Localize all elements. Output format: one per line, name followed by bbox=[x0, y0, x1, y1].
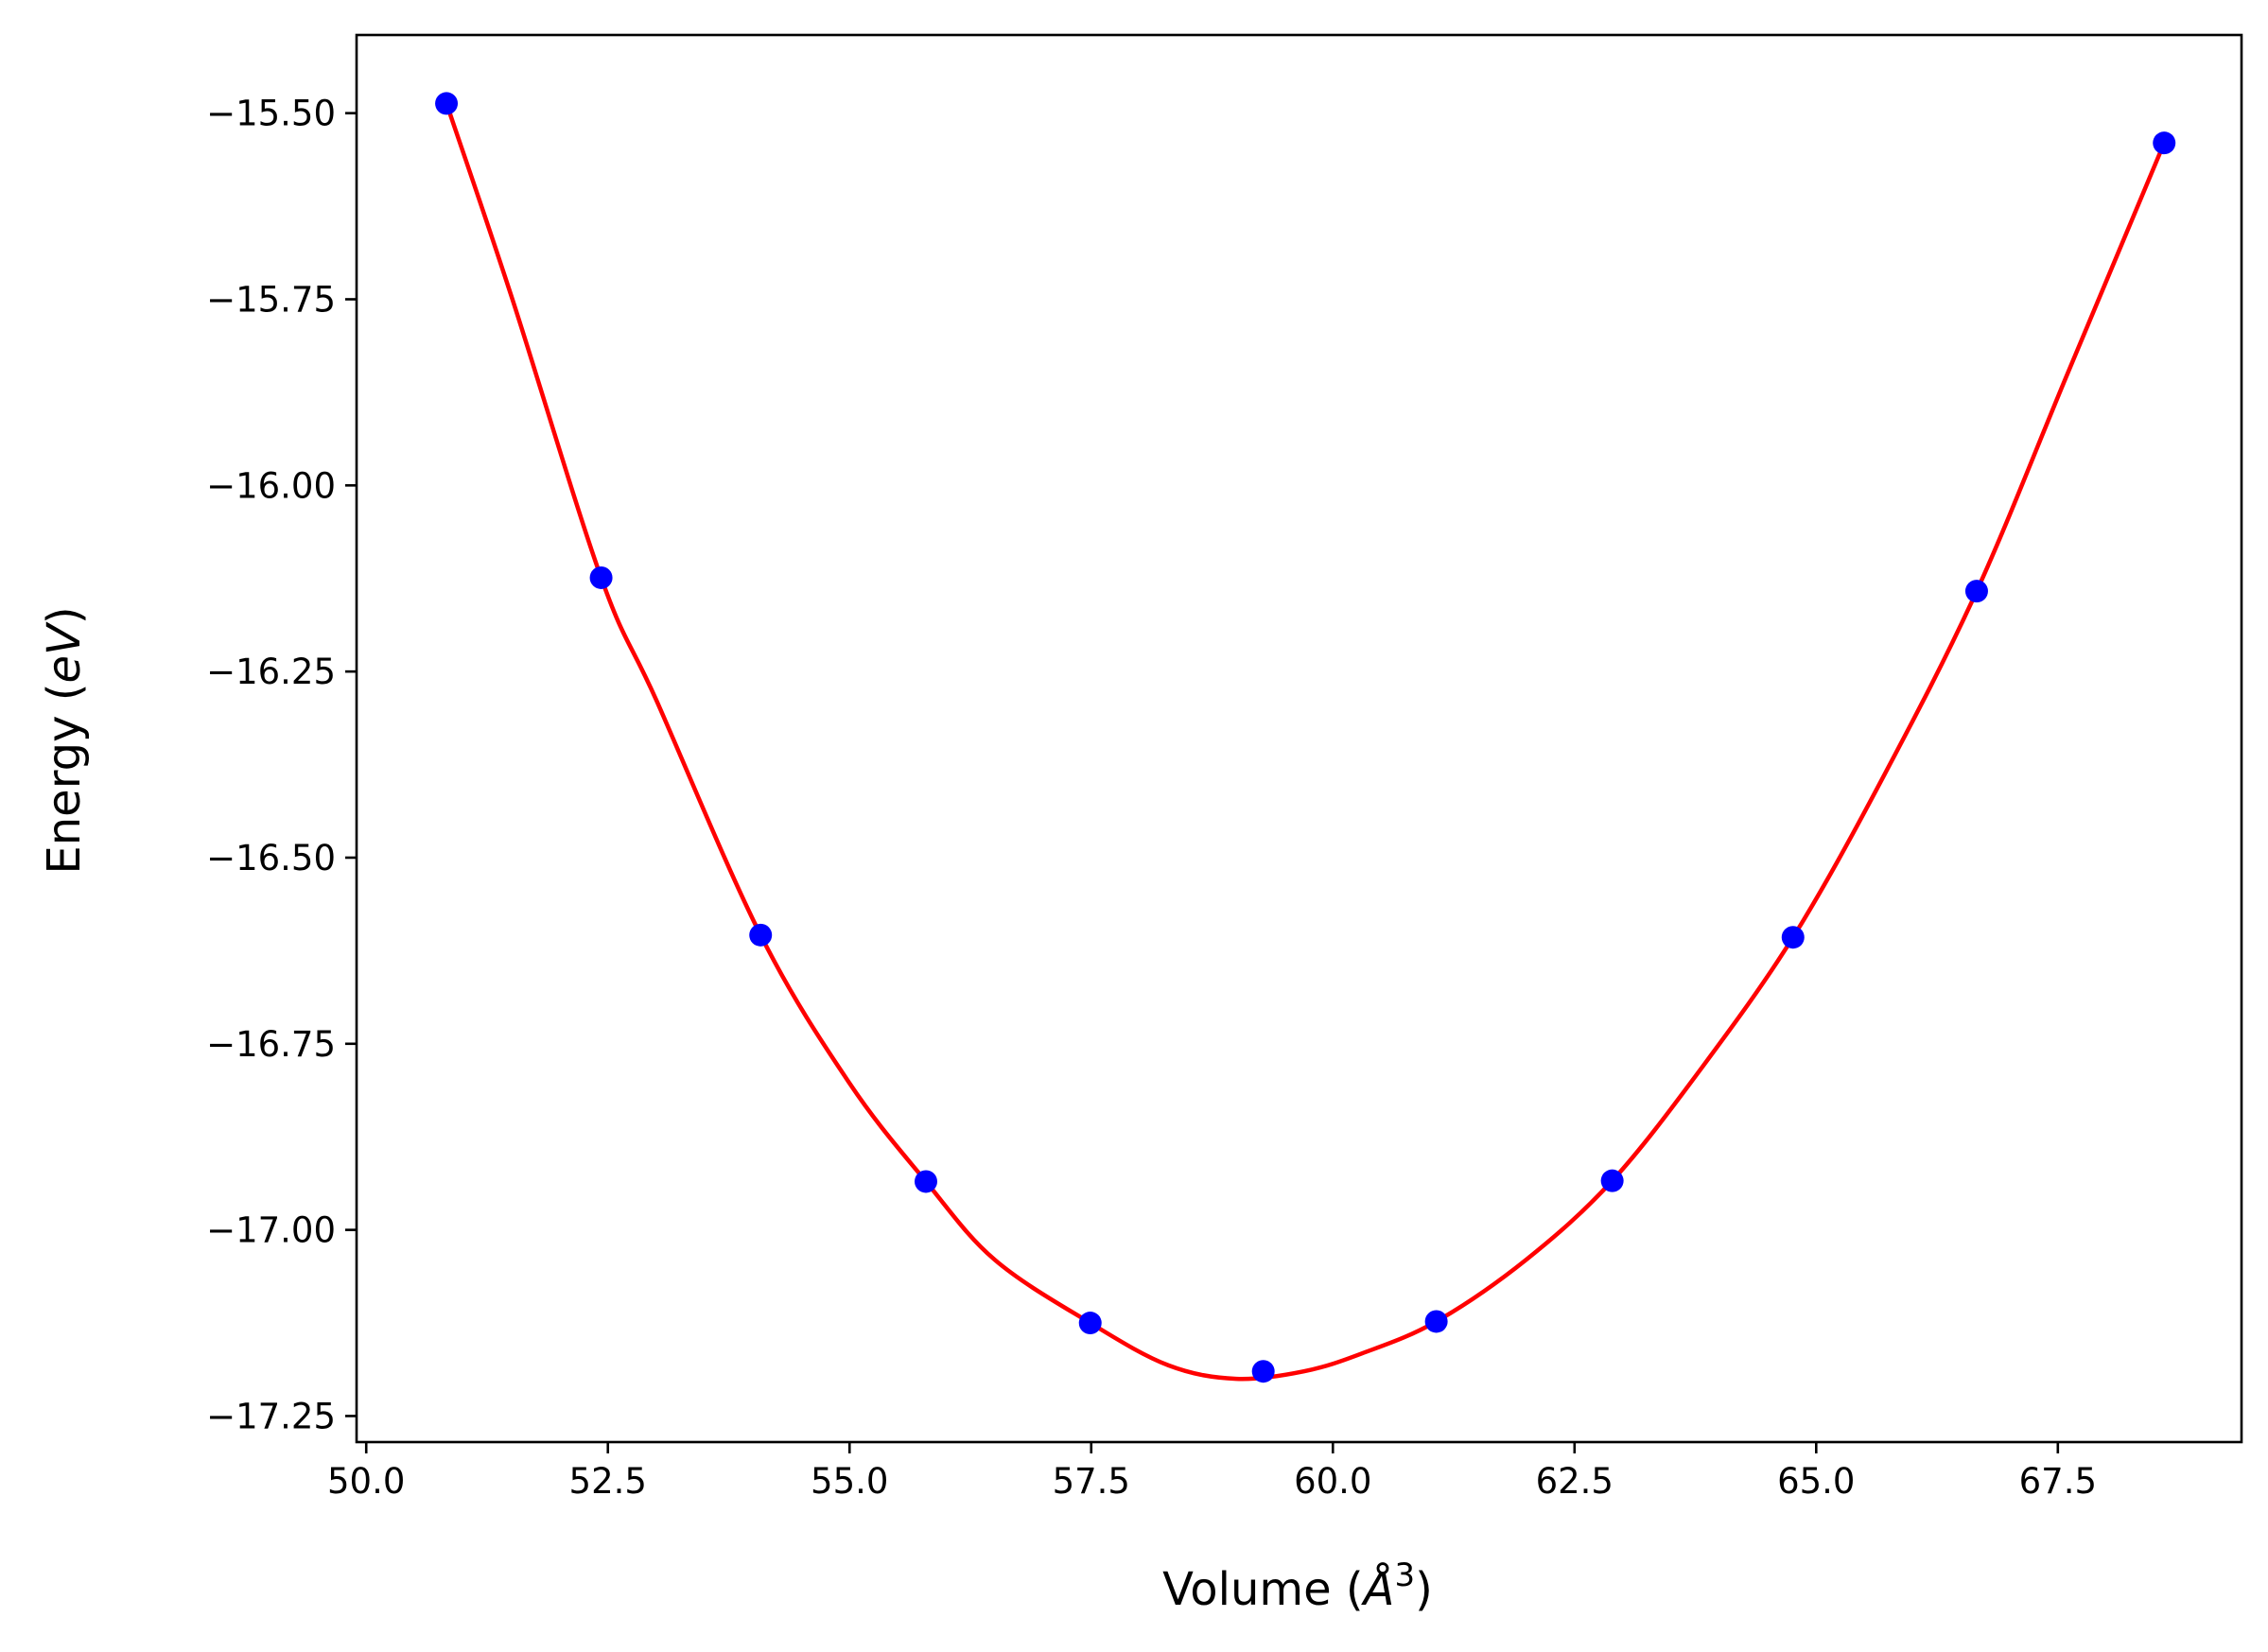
y-tick-label: −17.00 bbox=[206, 1210, 336, 1251]
data-point bbox=[435, 92, 459, 115]
fit-curve-line bbox=[444, 102, 2167, 1382]
y-tick-label: −15.50 bbox=[206, 94, 336, 134]
y-tick-label: −16.75 bbox=[206, 1024, 336, 1065]
y-tick-label: −15.75 bbox=[206, 279, 336, 320]
x-tick-label: 52.5 bbox=[569, 1461, 647, 1502]
x-tick-label: 67.5 bbox=[2019, 1461, 2097, 1502]
y-axis-label: Energy (eV) bbox=[38, 606, 91, 874]
data-point bbox=[1964, 580, 1988, 603]
data-point bbox=[589, 565, 613, 589]
data-point bbox=[1078, 1312, 1102, 1335]
y-tick-label: −16.25 bbox=[206, 652, 336, 692]
data-point bbox=[2153, 131, 2176, 155]
x-tick-label: 65.0 bbox=[1777, 1461, 1855, 1502]
y-tick-label: −16.00 bbox=[206, 465, 336, 506]
x-axis-ticks: 50.0 52.5 55.0 57.5 60.0 62.5 65.0 67.5 bbox=[327, 1442, 2097, 1502]
data-point bbox=[914, 1170, 937, 1193]
x-axis-label: Volume (Å3) bbox=[1162, 1556, 1433, 1616]
x-tick-label: 57.5 bbox=[1053, 1461, 1130, 1502]
data-point bbox=[1424, 1310, 1448, 1333]
x-tick-label: 55.0 bbox=[811, 1461, 888, 1502]
y-tick-label: −17.25 bbox=[206, 1396, 336, 1436]
y-tick-label: −16.50 bbox=[206, 838, 336, 878]
plot-marks bbox=[435, 92, 2176, 1383]
y-axis-ticks: −15.50 −15.75 −16.00 −16.25 −16.50 −16.75 −17.… bbox=[206, 94, 357, 1436]
data-point bbox=[1600, 1169, 1624, 1192]
data-point bbox=[1781, 926, 1805, 949]
x-tick-label: 60.0 bbox=[1294, 1461, 1371, 1502]
x-tick-label: 62.5 bbox=[1536, 1461, 1614, 1502]
plot-area-frame bbox=[355, 33, 2243, 1444]
data-point bbox=[749, 923, 773, 947]
data-point bbox=[1251, 1360, 1275, 1383]
x-tick-label: 50.0 bbox=[327, 1461, 405, 1502]
